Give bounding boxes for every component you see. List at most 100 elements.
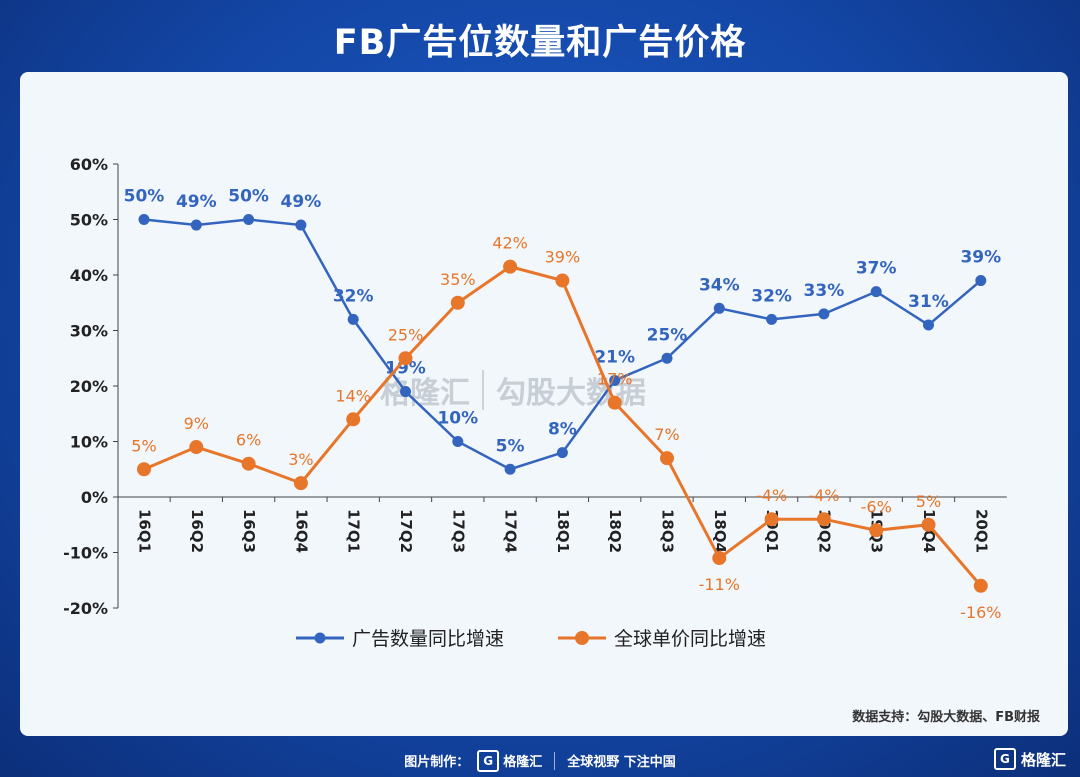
series-2-point (503, 259, 518, 274)
series-2-point (973, 578, 988, 593)
series-2-data-label: 3% (288, 450, 313, 469)
series-2-data-label: 6% (236, 431, 261, 450)
series-1-point (295, 219, 307, 231)
series-1-data-label: 10% (437, 409, 478, 429)
series-2-data-label: -6% (861, 497, 892, 516)
series-1-data-label: 25% (647, 325, 688, 345)
series-1-data-label: 34% (699, 275, 740, 295)
series-2-data-label: 7% (654, 425, 679, 444)
series-1-data-label: 8% (548, 420, 577, 440)
series-2-point (189, 440, 204, 455)
series-1-point (923, 319, 934, 331)
series-2-point (816, 512, 831, 527)
footer: 图片制作： G 格隆汇 全球视野 下注中国 (0, 744, 1080, 777)
series-2-point (137, 462, 151, 477)
series-1-point (661, 352, 673, 364)
x-tick-label: 20Q1 (972, 509, 990, 553)
series-2-data-label: 5% (131, 436, 156, 455)
series-2-point (660, 451, 674, 466)
series-2-data-label: 35% (440, 270, 476, 289)
series-2-point (293, 476, 308, 491)
series-1-point (347, 313, 359, 325)
series-2-data-label: -11% (699, 575, 740, 594)
series-1-point (766, 313, 778, 325)
series-2-point (241, 456, 256, 471)
x-tick-label: 16Q3 (240, 509, 258, 553)
series-2-point (712, 551, 727, 566)
series-2-point (921, 517, 936, 532)
legend-swatch-marker-1 (314, 632, 326, 644)
series-2-data-label: 25% (388, 325, 424, 344)
series-1-point (504, 463, 516, 475)
series-1-data-label: 37% (856, 259, 897, 279)
y-tick-label: 0% (81, 488, 108, 507)
series-2-point (450, 295, 465, 310)
x-tick-label: 17Q1 (345, 509, 363, 553)
y-tick-label: 40% (70, 266, 108, 285)
legend-label-2: 全球单价同比增速 (614, 628, 766, 650)
series-1-data-label: 49% (281, 192, 322, 212)
series-1-point (713, 302, 725, 314)
series-2-point (764, 512, 779, 527)
watermark-divider (482, 370, 484, 410)
series-2-data-label: -16% (960, 603, 1001, 622)
footer-brand: 格隆汇 (503, 755, 543, 770)
x-tick-label: 17Q4 (502, 509, 520, 553)
footer-made-by: 图片制作： (404, 755, 470, 770)
x-tick-label: 18Q2 (606, 509, 624, 553)
corner-logo-icon: G (993, 748, 1016, 770)
series-1-point (818, 308, 830, 320)
y-tick-label: 20% (70, 377, 108, 396)
series-2-point (346, 412, 361, 427)
watermark-brand: 格隆汇 (380, 376, 470, 411)
series-1-point (556, 447, 568, 459)
series-2-data-label: 9% (184, 414, 209, 433)
series-2-data-label: 5% (916, 492, 941, 511)
y-tick-label: -10% (63, 544, 108, 563)
series-1-data-label: 39% (960, 248, 1001, 268)
series-1-point (190, 219, 202, 231)
series-1-data-label: 50% (228, 187, 269, 207)
series-2-data-label: 39% (545, 248, 581, 267)
series-2-point (869, 523, 884, 538)
gelonghui-logo-icon: G (477, 749, 500, 772)
series-2-data-label: 17% (597, 370, 633, 389)
x-tick-label: 16Q1 (136, 509, 154, 553)
series-1-data-label: 32% (751, 286, 792, 306)
series-1-point (975, 275, 987, 287)
series-2-point (607, 395, 622, 410)
y-tick-label: 50% (70, 211, 108, 230)
legend-label-1: 广告数量同比增速 (352, 628, 504, 650)
series-1-point (609, 374, 621, 386)
series-1-point (452, 436, 464, 447)
chart-panel (20, 72, 1068, 736)
y-tick-label: -20% (63, 599, 108, 618)
series-1-data-label: 5% (496, 436, 525, 456)
y-tick-label: 60% (70, 155, 108, 174)
x-tick-label: 17Q2 (397, 509, 415, 553)
series-1-data-label: 31% (908, 292, 949, 312)
footer-slogan: 全球视野 下注中国 (567, 755, 676, 770)
series-1-data-label: 49% (176, 192, 217, 212)
series-2-point (555, 273, 570, 288)
series-1-data-label: 21% (594, 347, 635, 367)
series-1-data-label: 32% (333, 286, 374, 306)
series-1-point (400, 386, 411, 398)
series-1-data-label: 33% (804, 281, 845, 301)
series-2-data-label: -4% (808, 486, 839, 505)
series-1-data-label: 50% (124, 187, 165, 207)
corner-brand: 格隆汇 (1020, 750, 1066, 769)
x-tick-label: 16Q2 (188, 509, 206, 553)
footer-divider (554, 751, 556, 770)
x-tick-label: 17Q3 (449, 509, 467, 553)
corner-logo: G 格隆汇 (993, 748, 1066, 770)
series-2-point (398, 351, 413, 366)
x-tick-label: 18Q3 (659, 509, 677, 553)
x-tick-label: 18Q1 (554, 509, 572, 553)
series-1-point (243, 214, 255, 225)
y-tick-label: 10% (70, 433, 108, 452)
legend-swatch-marker-2 (575, 631, 589, 645)
series-1-point (870, 286, 882, 298)
series-2-data-label: 42% (492, 234, 528, 253)
